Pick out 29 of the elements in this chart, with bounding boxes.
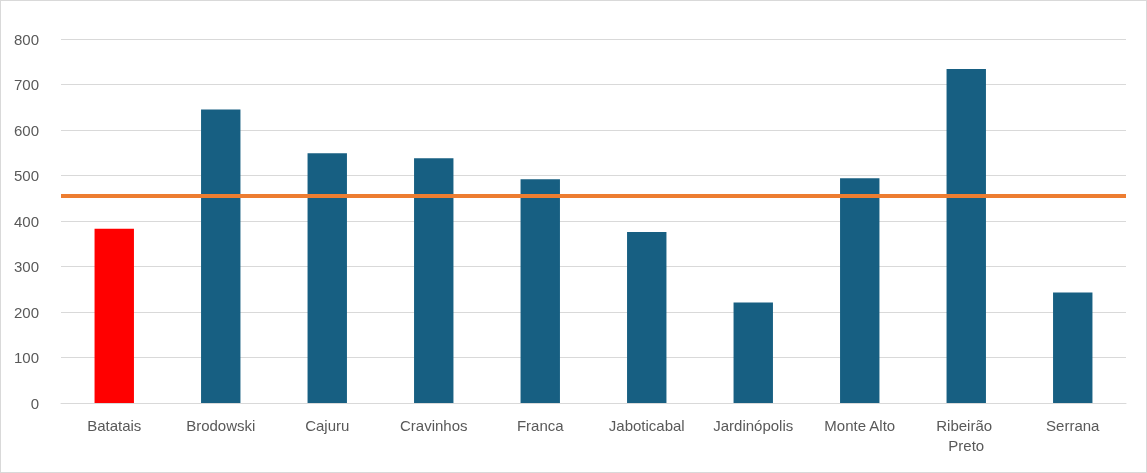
y-tick-label: 0 <box>30 394 39 412</box>
y-tick-label: 700 <box>13 76 39 93</box>
y-tick-label: 400 <box>13 212 39 230</box>
y-tick-label: 300 <box>13 258 39 275</box>
y-tick-label: 500 <box>13 167 39 184</box>
bar <box>946 69 986 403</box>
x-tick-label: Batatais <box>87 416 142 434</box>
y-tick-label: 600 <box>13 121 39 139</box>
bar <box>627 231 667 403</box>
x-tick-label: Ribeirão Preto <box>936 416 997 454</box>
y-tick-label: 800 <box>13 30 39 48</box>
y-tick-label: 200 <box>13 303 39 321</box>
x-tick-label: Cajuru <box>305 416 350 434</box>
bar <box>840 178 880 403</box>
bar <box>201 109 241 403</box>
x-tick-label: Cravinhos <box>399 416 468 434</box>
bar <box>414 158 454 403</box>
x-tick-label: Brodowski <box>186 416 256 434</box>
x-tick-label: Jardinópolis <box>713 416 794 434</box>
x-tick-label: Serrana <box>1046 416 1101 434</box>
y-tick-label: 100 <box>13 349 39 366</box>
x-tick-label: Monte Alto <box>824 416 896 434</box>
x-tick-label: Franca <box>516 416 565 434</box>
bar <box>733 302 773 403</box>
bar <box>94 228 134 403</box>
bar <box>520 179 560 403</box>
bar <box>1053 292 1093 403</box>
x-tick-label: Jaboticabal <box>608 416 685 434</box>
bar <box>307 153 347 403</box>
